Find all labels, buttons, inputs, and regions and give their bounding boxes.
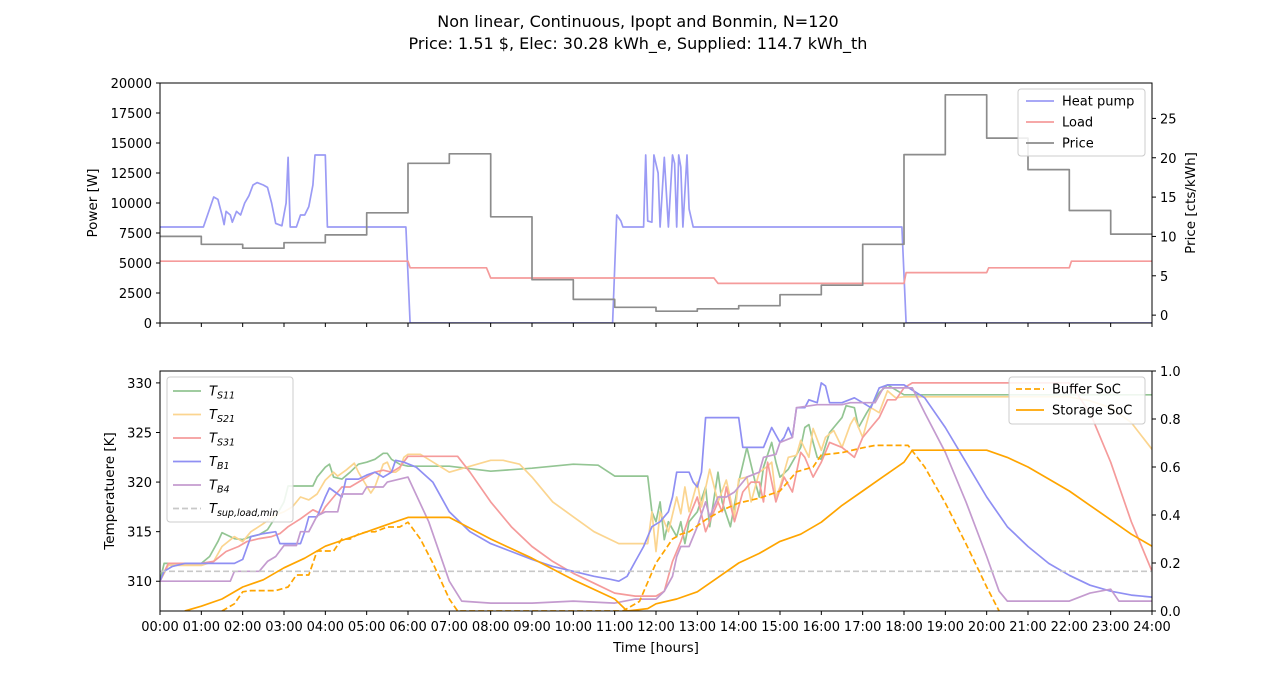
x-tick-label: 22:00: [1051, 620, 1088, 635]
figure-title-line2: Price: 1.51 $, Elec: 30.28 kWh_e, Suppli…: [409, 34, 868, 54]
x-tick-label: 17:00: [844, 620, 881, 635]
x-tick-label: 05:00: [348, 620, 385, 635]
legend-entry-t-s21-label: TS21: [209, 408, 235, 425]
bottom-right-legend: Buffer SoC Storage SoC: [1008, 376, 1146, 425]
x-tick-label: 08:00: [472, 620, 509, 635]
y2-axis-label: Price [cts/kWh]: [1183, 152, 1199, 254]
y-tick-label: 315: [127, 526, 152, 541]
series-line-load: [160, 260, 1152, 285]
figure-title-line1: Non linear, Continuous, Ipopt and Bonmin…: [437, 12, 838, 31]
y2-tick-label: 0.8: [1160, 413, 1181, 428]
bottom-chart-panel: 00:00 01:00 02:00 03:00 04:00 05:00 06:00 07:00…: [102, 365, 1181, 656]
y2-tick-label: 5: [1160, 270, 1168, 285]
y-tick-label: 0: [144, 317, 152, 332]
x-tick-label: 02:00: [224, 620, 261, 635]
y2-tick-label: 0: [1160, 309, 1168, 324]
legend-entry-buffer-soc-label: Buffer SoC: [1052, 383, 1121, 398]
y-axis-label: Temperatuere [K]: [102, 432, 118, 551]
x-tick-label: 18:00: [885, 620, 922, 635]
y-tick-label: 20000: [111, 77, 152, 92]
x-tick-label: 07:00: [431, 620, 468, 635]
x-tick-label: 10:00: [555, 620, 592, 635]
legend-entry-t-sup-load-min-label: Tsup,load,min: [209, 502, 278, 519]
series-group: [160, 382, 1152, 611]
series-line-t-s31: [160, 382, 1152, 597]
x-tick-label: 11:00: [596, 620, 633, 635]
x-tick-label: 00:00: [141, 620, 178, 635]
x-tick-label: 04:00: [307, 620, 344, 635]
legend-entry-load-label: Load: [1062, 116, 1093, 131]
legend-entry-heat-pump-label: Heat pump: [1062, 95, 1134, 110]
legend-entry-price-label: Price: [1062, 137, 1094, 152]
x-tick-label: 13:00: [679, 620, 716, 635]
x-tick-label: 06:00: [389, 620, 426, 635]
series-line-t-b1: [160, 382, 1152, 598]
series-line-t-b4: [160, 387, 1152, 604]
y-tick-label: 5000: [119, 257, 152, 272]
series-line-buffer-soc: [221, 444, 1000, 611]
top-chart-panel: 0 2500 5000 7500 10000 12500 15000 17500 20000 0 5…: [85, 77, 1199, 332]
y2-tick-label: 25: [1160, 112, 1177, 127]
y-tick-label: 320: [127, 476, 152, 491]
series-line-heat-pump: [160, 154, 1152, 323]
legend-entry-storage-soc-label: Storage SoC: [1052, 404, 1132, 419]
legend-entry-t-b1-label: TB1: [209, 455, 230, 472]
y-tick-label: 325: [127, 426, 152, 441]
x-tick-label: 12:00: [637, 620, 674, 635]
bottom-left-legend: TS11 TS21 TS31 TB1 TB4 Tsup,load,min: [166, 376, 294, 523]
y2-tick-label: 1.0: [1160, 365, 1181, 380]
x-tick-label: 14:00: [720, 620, 757, 635]
series-group: [160, 93, 1152, 323]
legend-entry-t-s11-label: TS11: [209, 385, 235, 402]
series-line-price: [160, 93, 1152, 313]
y-tick-label: 15000: [111, 137, 152, 152]
y2-tick-label: 0.2: [1160, 557, 1181, 572]
x-tick-label: 03:00: [265, 620, 302, 635]
x-tick-label: 16:00: [803, 620, 840, 635]
x-tick-label: 09:00: [513, 620, 550, 635]
y2-tick-label: 20: [1160, 152, 1177, 167]
y-axis-label: Power [W]: [85, 169, 101, 238]
x-tick-label: 20:00: [968, 620, 1005, 635]
y2-tick-label: 0.4: [1160, 509, 1181, 524]
top-legend: Heat pump Load Price: [1017, 88, 1146, 157]
x-tick-label: 24:00: [1133, 620, 1170, 635]
series-line-t-s21: [160, 389, 1152, 582]
y2-tick-label: 15: [1160, 191, 1177, 206]
y-tick-label: 330: [127, 377, 152, 392]
y-tick-label: 12500: [111, 167, 152, 182]
x-tick-label: 21:00: [1009, 620, 1046, 635]
x-axis-label: Time [hours]: [612, 640, 699, 656]
y-tick-label: 2500: [119, 287, 152, 302]
y-tick-label: 310: [127, 575, 152, 590]
y-tick-label: 7500: [119, 227, 152, 242]
top-legend-box: [1017, 88, 1146, 157]
x-tick-label: 15:00: [761, 620, 798, 635]
x-tick-label: 01:00: [183, 620, 220, 635]
x-tick-label: 23:00: [1092, 620, 1129, 635]
y2-tick-label: 10: [1160, 230, 1177, 245]
y2-tick-label: 0.6: [1160, 461, 1181, 476]
series-line-storage-soc: [184, 449, 1152, 611]
y-tick-label: 10000: [111, 197, 152, 212]
legend-entry-t-s31-label: TS31: [209, 432, 235, 449]
y2-tick-label: 0.0: [1160, 605, 1181, 620]
y-tick-label: 17500: [111, 107, 152, 122]
x-tick-label: 19:00: [927, 620, 964, 635]
legend-entry-t-b4-label: TB4: [209, 479, 230, 496]
